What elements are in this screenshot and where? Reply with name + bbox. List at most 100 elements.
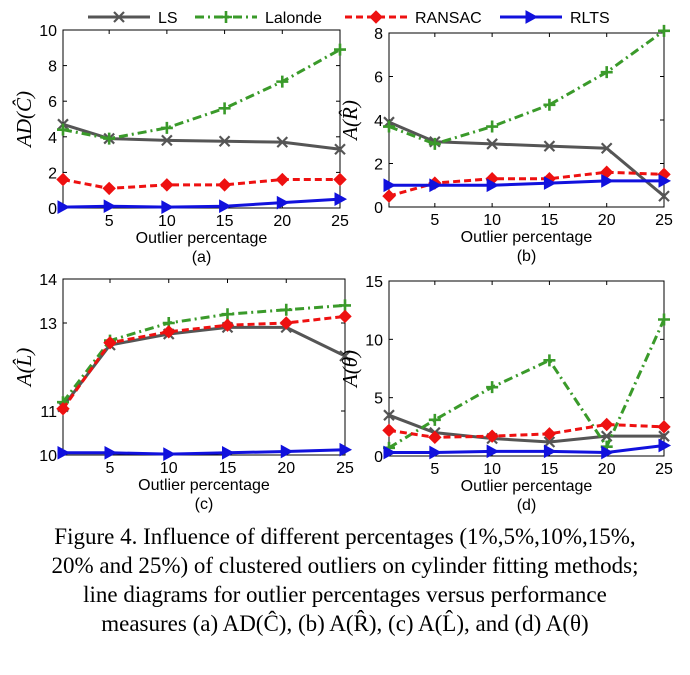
- data-point-rlts: [383, 445, 397, 460]
- x-axis-label: Outlier percentage: [461, 229, 593, 246]
- series-lalonde: [57, 43, 346, 145]
- series-lalonde: [383, 24, 670, 150]
- data-point-lalonde: [486, 381, 499, 394]
- legend-marker-ls: [113, 11, 125, 23]
- data-point-ransac: [428, 430, 442, 445]
- data-point-rlts: [280, 444, 294, 459]
- data-point-rlts: [219, 199, 232, 214]
- x-tick-label: 10: [483, 461, 501, 478]
- plot-frame: [62, 29, 341, 209]
- data-point-rlts: [339, 442, 353, 457]
- panel-label: (d): [517, 497, 537, 514]
- x-tick-label: 25: [655, 461, 673, 478]
- data-point-ls: [543, 436, 556, 448]
- data-point-rlts: [222, 445, 235, 460]
- series-line-ransac: [61, 314, 346, 410]
- data-point-rlts: [276, 195, 290, 210]
- data-point-rlts: [57, 200, 71, 214]
- panel-label: (c): [195, 496, 214, 513]
- caption-line-1: Figure 4. Influence of different percent…: [54, 524, 636, 549]
- data-point-ransac: [220, 318, 235, 332]
- data-point-rlts: [383, 178, 397, 193]
- x-tick-label: 15: [216, 213, 234, 230]
- data-point-ransac: [275, 172, 289, 187]
- data-point-ransac: [56, 402, 70, 416]
- series-line-ransac: [388, 423, 665, 439]
- x-tick-label: 20: [273, 213, 291, 230]
- caption-line-3: line diagrams for outlier percentages ve…: [83, 582, 607, 607]
- y-tick-label: 4: [374, 113, 383, 130]
- y-axis-label: A(θ): [338, 350, 362, 389]
- series-ransac: [56, 172, 347, 196]
- x-tick-label: 10: [158, 213, 176, 230]
- legend-item-lalonde: Lalonde: [195, 10, 322, 27]
- y-tick-label: 10: [365, 332, 383, 349]
- data-point-ransac: [382, 423, 396, 438]
- data-point-rlts: [334, 192, 348, 206]
- data-point-ransac: [382, 189, 396, 203]
- y-axis-label: AD(Ĉ): [12, 91, 36, 149]
- legend-marker-lalonde: [220, 11, 232, 23]
- data-point-ls: [486, 138, 498, 150]
- data-point-lalonde: [428, 413, 441, 426]
- data-point-lalonde: [280, 303, 293, 316]
- data-point-lalonde: [543, 354, 556, 367]
- data-point-lalonde: [658, 24, 670, 37]
- x-axis-label: Outlier percentage: [461, 478, 593, 495]
- data-point-lalonde: [383, 120, 395, 133]
- data-point-lalonde: [658, 313, 670, 326]
- y-tick-label: 15: [365, 274, 383, 291]
- legend-marker-ransac: [369, 10, 383, 24]
- x-tick-label: 10: [160, 460, 178, 477]
- data-point-ls: [161, 134, 173, 147]
- data-point-ransac: [657, 420, 671, 434]
- y-axis-label: A(R̂): [338, 100, 362, 142]
- data-point-rlts: [57, 445, 71, 460]
- series-ls: [57, 321, 351, 413]
- x-tick-label: 5: [430, 212, 439, 229]
- series-line-lalonde: [62, 48, 341, 141]
- data-point-lalonde: [57, 123, 69, 136]
- series-ransac: [382, 417, 671, 445]
- data-point-rlts: [163, 447, 176, 461]
- caption-line-2: 20% and 25%) of clustered outliers on cy…: [51, 553, 639, 578]
- y-tick-label: 8: [48, 59, 57, 76]
- data-point-ransac: [217, 178, 232, 192]
- data-point-ransac: [160, 178, 174, 192]
- chart-panel-2: 10 11 13 14 5 10 15 20 25 Outlier percentage (c) A(…: [12, 272, 354, 513]
- y-tick-label: 14: [39, 272, 57, 289]
- chart-panel-3: 0 5 10 15 5 10 15 20 25 Outlier percentage (d) A(θ): [338, 274, 673, 514]
- data-point-lalonde: [221, 308, 234, 321]
- legend-label-ransac: RANSAC: [415, 10, 482, 27]
- y-axis-label: A(L̂): [12, 348, 36, 389]
- legend-label-lalonde: Lalonde: [265, 10, 322, 27]
- series-line-ls: [61, 325, 346, 408]
- data-point-rlts: [658, 438, 672, 453]
- y-tick-label: 4: [48, 130, 57, 147]
- data-point-lalonde: [103, 132, 116, 145]
- data-point-ls: [276, 136, 289, 148]
- x-tick-label: 20: [598, 461, 616, 478]
- x-axis-label: Outlier percentage: [138, 477, 270, 494]
- legend-label-ls: LS: [158, 10, 178, 27]
- series-line-rlts: [389, 444, 665, 454]
- y-tick-label: 2: [48, 165, 57, 182]
- data-point-lalonde: [276, 75, 289, 88]
- data-point-rlts: [601, 445, 614, 460]
- series-line-rlts: [62, 197, 341, 209]
- data-point-lalonde: [600, 66, 613, 79]
- data-point-rlts: [103, 199, 117, 214]
- x-tick-label: 20: [598, 212, 616, 229]
- data-point-ransac: [56, 172, 70, 187]
- data-point-ls: [218, 135, 231, 148]
- y-tick-label: 10: [39, 448, 57, 465]
- legend-item-ransac: RANSAC: [345, 10, 482, 27]
- data-point-ransac: [162, 325, 176, 339]
- data-point-lalonde: [160, 121, 173, 134]
- data-point-ls: [658, 190, 670, 202]
- plot-frame: [388, 280, 665, 457]
- x-tick-label: 25: [655, 212, 673, 229]
- series-ls: [383, 116, 670, 202]
